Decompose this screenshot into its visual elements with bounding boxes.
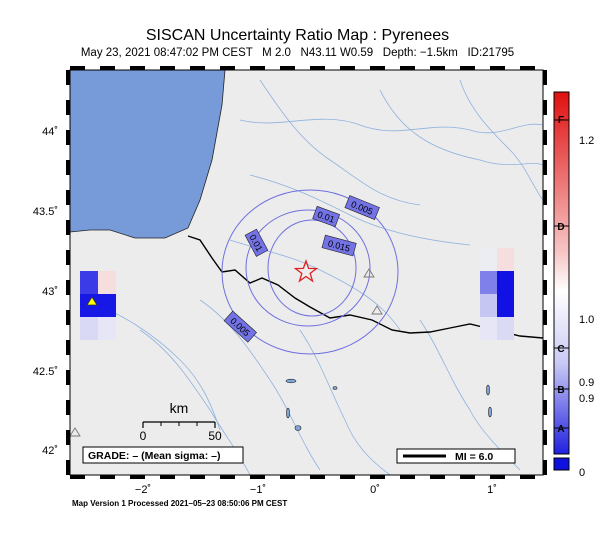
contour-labels: 0.005 0.01 0.01 0.015 0.005 — [223, 195, 380, 343]
svg-text:1˚: 1˚ — [487, 484, 497, 496]
svg-text:43˚: 43˚ — [42, 286, 58, 298]
svg-text:−2˚: −2˚ — [135, 484, 151, 496]
colorbar-letter-c: C — [557, 344, 564, 355]
station-triangle-icon — [86, 296, 98, 306]
uncertainty-cells-west — [80, 271, 116, 340]
colorbar-letter-b: B — [557, 385, 564, 396]
colorbar-letter-f: F — [558, 115, 564, 126]
colorbar-value: 0 — [579, 467, 585, 479]
processed-footer: Map Version 1 Processed 2021–05–23 08:50… — [72, 499, 288, 508]
contour-label-4: 0.015 — [321, 234, 357, 257]
contour-label-3: 0.01 — [244, 228, 269, 257]
colorbar-letter-a: A — [557, 424, 564, 435]
uncertainty-cells-east — [480, 248, 514, 340]
frame-ticks — [66, 66, 547, 479]
scale-unit: km — [170, 400, 189, 416]
border-line — [187, 235, 543, 339]
colorbar-value: 1.0 — [579, 314, 594, 326]
lat-labels: 44˚ 43.5˚ 43˚ 42.5˚ 42˚ — [33, 126, 58, 457]
map-content: 0.005 0.01 0.01 0.015 0.005 — [70, 70, 543, 475]
svg-text:MI = 6.0: MI = 6.0 — [455, 451, 493, 463]
ocean-area — [70, 70, 226, 239]
map-title: SISCAN Uncertainty Ratio Map : Pyrenees — [145, 27, 450, 44]
colorbar: F D C B A 1.2 1.0 0.9 0.9 0 — [553, 91, 594, 479]
svg-text:42˚: 42˚ — [42, 445, 58, 457]
grade-box: GRADE: – (Mean sigma: –) — [82, 446, 244, 464]
lon-labels: −2˚ −1˚ 0˚ 1˚ — [135, 484, 497, 496]
star-icon — [293, 259, 319, 283]
scale-max: 50 — [208, 429, 222, 443]
scale-bar: km 0 50 — [140, 400, 222, 443]
uncertainty-contours — [221, 189, 399, 355]
svg-text:43.5˚: 43.5˚ — [33, 206, 58, 218]
mi-legend: MI = 6.0 — [396, 448, 516, 464]
event-details: May 23, 2021 08:47:02 PM CEST M 2.0 N43.… — [80, 47, 515, 59]
colorbar-letter-d: D — [557, 222, 564, 233]
stations — [70, 268, 383, 437]
scale-min: 0 — [140, 429, 147, 443]
colorbar-value: 0.9 — [579, 393, 594, 405]
colorbar-value: 1.2 — [579, 135, 594, 147]
station-triangle-icon — [371, 305, 383, 315]
contour-label-2: 0.01 — [312, 205, 341, 228]
station-triangle-icon — [363, 268, 375, 278]
svg-text:42.5˚: 42.5˚ — [33, 366, 58, 378]
svg-text:44˚: 44˚ — [42, 126, 58, 138]
svg-text:GRADE: – (Mean sigma: –): GRADE: – (Mean sigma: –) — [88, 450, 220, 462]
svg-text:0˚: 0˚ — [370, 484, 380, 496]
colorbar-value: 0.9 — [579, 377, 594, 389]
svg-text:−1˚: −1˚ — [250, 484, 266, 496]
station-triangle-icon — [70, 427, 81, 437]
lakes — [285, 378, 492, 431]
map-frame — [69, 69, 544, 476]
